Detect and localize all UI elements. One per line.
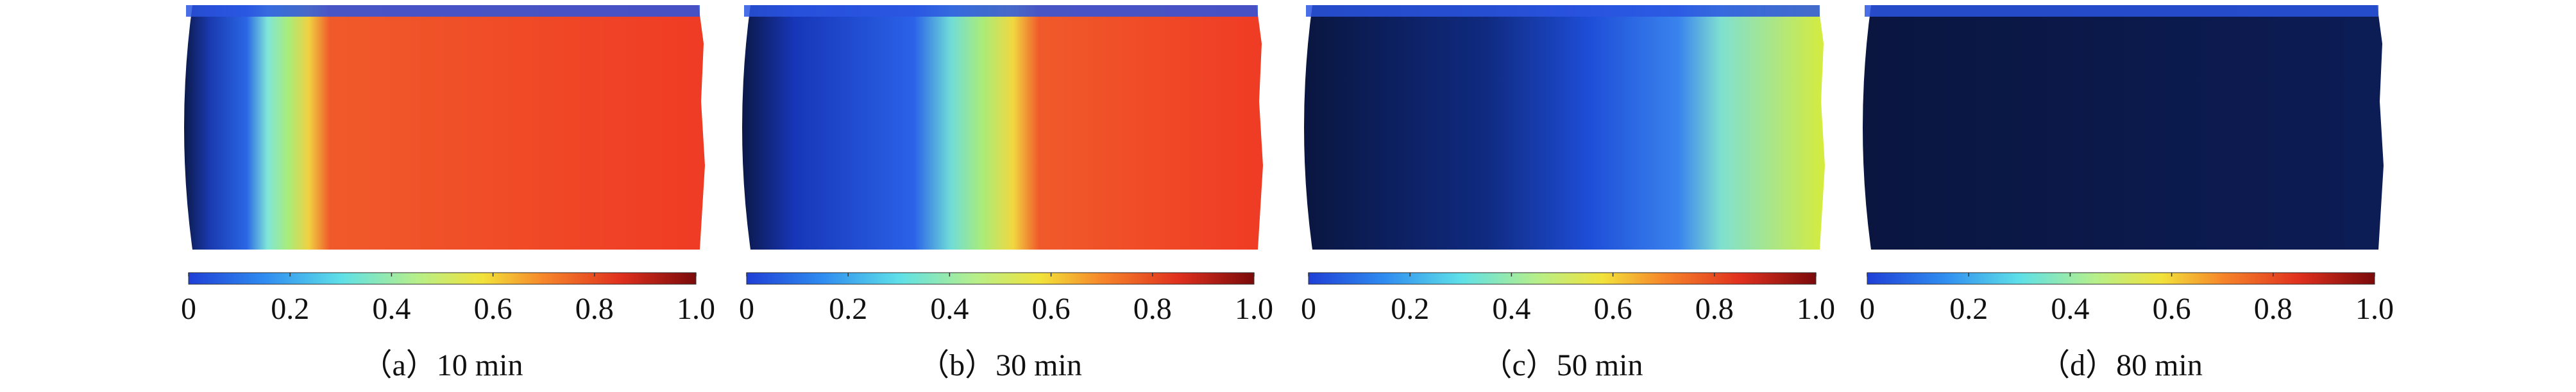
- colorbar-tick-label: 0.6: [1032, 292, 1071, 326]
- colorbar-tick-label: 0.8: [1133, 292, 1172, 326]
- colorbar-tick-label: 0.4: [1492, 292, 1530, 326]
- colorbar-tick-label: 0.8: [2254, 292, 2292, 326]
- colorbar-tick-label: 0.2: [1391, 292, 1429, 326]
- colorbar-tick-label: 0.8: [1695, 292, 1734, 326]
- colorbar: [746, 272, 1255, 285]
- cylinder-field: [1863, 5, 2384, 250]
- colorbar-tick-label: 0.2: [271, 292, 309, 326]
- colorbar: [1308, 272, 1817, 285]
- colorbar-tick-label: 1.0: [1235, 292, 1273, 326]
- colorbar-tick-label: 0.6: [1594, 292, 1632, 326]
- colorbar: [1867, 272, 2375, 285]
- top-strip: [186, 5, 700, 17]
- colorbar-tick-label: 0.2: [1949, 292, 1988, 326]
- colorbar-tick-label: 0.6: [474, 292, 513, 326]
- panel-caption: （a）10 min: [362, 348, 523, 382]
- panel-caption: （d）80 min: [2039, 348, 2203, 382]
- colorbar-tick-label: 0: [1860, 292, 1875, 326]
- colorbar-tick-label: 0.4: [372, 292, 411, 326]
- colorbar-tick-label: 0.8: [575, 292, 614, 326]
- colorbar-tick-label: 0: [739, 292, 754, 326]
- colorbar-tick-label: 1.0: [1797, 292, 1835, 326]
- top-strip: [1306, 5, 1820, 17]
- colorbar-tick-label: 0: [1301, 292, 1316, 326]
- colorbar-tick-label: 0: [181, 292, 196, 326]
- colorbar-tick-label: 1.0: [2355, 292, 2394, 326]
- colorbar-tick-label: 0.4: [2051, 292, 2089, 326]
- cylinder-field: [184, 5, 705, 250]
- colorbar-tick-label: 1.0: [677, 292, 715, 326]
- colorbar-tick-label: 0.4: [930, 292, 969, 326]
- colorbar-tick-label: 0.6: [2153, 292, 2191, 326]
- top-strip: [744, 5, 1258, 17]
- colorbar: [188, 272, 697, 285]
- cylinder-field: [1304, 5, 1825, 250]
- cylinder-field: [742, 5, 1263, 250]
- top-strip: [1865, 5, 2378, 17]
- panel-caption: （b）30 min: [919, 348, 1082, 382]
- colorbar-tick-label: 0.2: [829, 292, 867, 326]
- panel-caption: （c）50 min: [1482, 348, 1643, 382]
